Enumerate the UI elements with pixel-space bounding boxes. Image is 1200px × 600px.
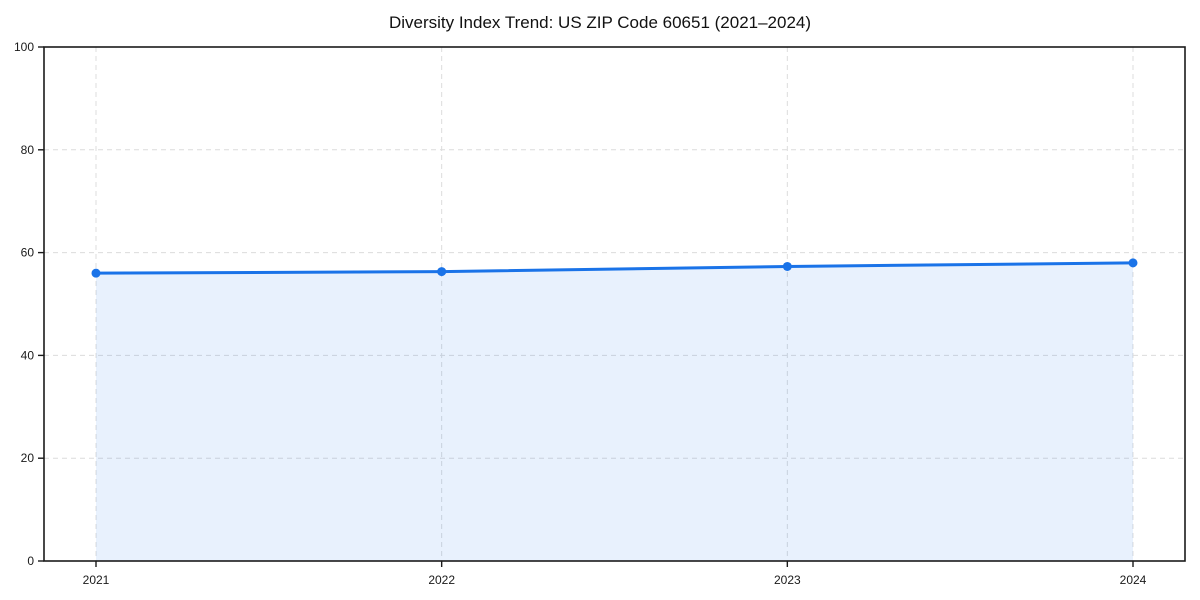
series-line bbox=[94, 261, 1135, 275]
x-tick-label: 2022 bbox=[428, 573, 455, 587]
x-tick-label: 2021 bbox=[83, 573, 110, 587]
y-tick-label: 60 bbox=[21, 246, 35, 260]
data-point-marker bbox=[91, 268, 101, 278]
x-tick-label: 2024 bbox=[1120, 573, 1147, 587]
series-area-fill bbox=[96, 262, 1133, 561]
y-tick-label: 20 bbox=[21, 451, 35, 465]
y-tick-label: 40 bbox=[21, 348, 35, 362]
chart-title: Diversity Index Trend: US ZIP Code 60651… bbox=[388, 13, 812, 32]
y-tick-label: 100 bbox=[14, 40, 34, 54]
data-point-marker bbox=[1128, 258, 1138, 268]
y-tick-label: 80 bbox=[21, 143, 35, 157]
y-tick-label: 0 bbox=[27, 554, 34, 568]
plot-frame bbox=[43, 46, 1186, 562]
data-point-marker bbox=[437, 267, 447, 277]
x-tick-label: 2023 bbox=[774, 573, 801, 587]
data-point-marker bbox=[782, 261, 792, 271]
